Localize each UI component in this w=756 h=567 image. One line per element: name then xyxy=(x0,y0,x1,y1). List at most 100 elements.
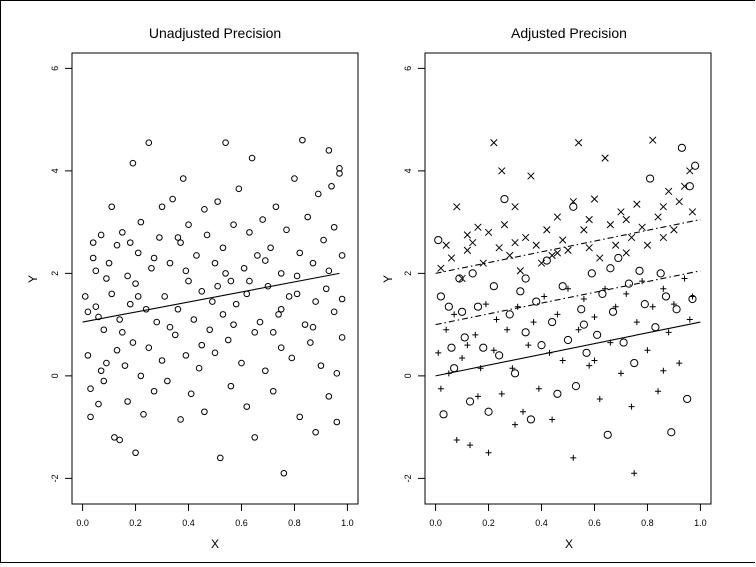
data-point-circle xyxy=(312,298,319,305)
data-point-circle xyxy=(630,358,639,368)
data-point-circle xyxy=(81,293,89,300)
data-point-circle xyxy=(89,254,97,262)
data-point-cross xyxy=(649,136,657,144)
data-point-cross xyxy=(664,187,673,196)
data-point-circle xyxy=(206,326,214,334)
data-point-circle xyxy=(571,382,581,391)
y-tick-label: 2 xyxy=(403,271,413,276)
x-tick-label: 1.0 xyxy=(341,518,354,528)
data-point-circle xyxy=(87,413,94,421)
data-point-circle xyxy=(214,282,221,290)
data-point-circle xyxy=(309,323,317,331)
data-point-cross xyxy=(580,226,588,234)
data-point-cross xyxy=(442,241,450,249)
data-point-cross xyxy=(686,167,694,175)
data-point-circle xyxy=(495,351,504,360)
data-point-plus xyxy=(509,365,516,372)
data-point-cross xyxy=(553,249,562,257)
data-point-circle xyxy=(230,321,237,328)
data-point-circle xyxy=(320,236,327,244)
data-point-plus xyxy=(541,293,548,300)
data-point-circle xyxy=(243,290,251,298)
data-point-circle xyxy=(489,282,498,291)
data-point-circle xyxy=(116,436,123,444)
data-point-circle xyxy=(161,293,168,300)
data-point-plus xyxy=(591,313,598,320)
data-point-circle xyxy=(182,352,190,359)
data-point-cross xyxy=(654,213,662,221)
data-point-circle xyxy=(656,269,665,278)
data-point-circle xyxy=(108,290,116,298)
data-point-plus xyxy=(467,442,474,449)
data-point-cross xyxy=(490,139,498,147)
data-point-circle xyxy=(240,264,248,272)
data-point-circle xyxy=(468,269,477,278)
data-point-plus xyxy=(665,329,672,336)
data-point-circle xyxy=(97,367,105,375)
data-point-circle xyxy=(333,370,341,377)
data-point-circle xyxy=(314,190,322,198)
data-point-cross xyxy=(521,233,530,242)
data-point-cross xyxy=(532,241,540,249)
data-point-plus xyxy=(633,319,640,326)
data-point-plus xyxy=(612,303,619,310)
data-point-cross xyxy=(622,249,630,257)
data-point-plus xyxy=(586,362,593,369)
data-point-cross xyxy=(612,241,620,249)
data-point-circle xyxy=(336,165,343,172)
data-point-circle xyxy=(455,274,464,283)
data-point-circle xyxy=(434,235,443,245)
data-point-circle xyxy=(296,249,304,257)
data-point-circle xyxy=(92,267,100,275)
data-point-plus xyxy=(490,347,497,354)
data-point-circle xyxy=(211,349,219,357)
data-point-plus xyxy=(660,367,667,374)
data-point-cross xyxy=(585,244,593,252)
data-point-cross xyxy=(688,208,697,216)
data-point-plus xyxy=(435,349,442,356)
data-point-circle xyxy=(582,348,591,357)
fit-lines xyxy=(435,219,701,377)
plot-area xyxy=(71,52,359,505)
data-point-circle xyxy=(174,305,182,313)
data-point-cross xyxy=(617,208,625,216)
data-point-cross xyxy=(559,236,567,244)
data-point-circle xyxy=(301,321,309,328)
data-point-circle xyxy=(672,305,681,314)
data-point-circle xyxy=(150,387,158,395)
chart-title: Adjusted Precision xyxy=(511,25,627,41)
data-point-circle xyxy=(129,339,137,346)
data-point-circle xyxy=(299,136,306,144)
data-point-cross xyxy=(437,264,445,272)
data-point-circle xyxy=(280,469,288,477)
data-point-circle xyxy=(285,293,293,300)
data-point-cross xyxy=(564,246,572,254)
data-point-cross xyxy=(548,251,556,260)
data-point-plus xyxy=(623,290,630,297)
data-point-circle xyxy=(307,339,314,346)
data-point-circle xyxy=(521,328,530,337)
data-point-plus xyxy=(525,342,532,349)
data-point-cross xyxy=(633,200,641,208)
data-point-circle xyxy=(510,369,520,378)
data-point-plus xyxy=(549,416,556,423)
data-point-circle xyxy=(516,287,525,296)
scatter-points xyxy=(434,136,700,477)
data-point-circle xyxy=(338,334,346,341)
data-point-circle xyxy=(134,293,142,300)
data-point-plus xyxy=(628,403,635,410)
data-point-plus xyxy=(565,285,571,292)
data-point-cross xyxy=(585,215,593,224)
data-point-circle xyxy=(325,147,333,154)
data-point-circle xyxy=(537,341,546,350)
y-tick-label: 0 xyxy=(50,373,60,378)
data-point-circle xyxy=(121,362,129,369)
data-point-circle xyxy=(227,277,235,285)
data-point-circle xyxy=(436,292,445,301)
data-point-circle xyxy=(661,292,671,301)
data-point-circle xyxy=(87,385,94,392)
data-point-cross xyxy=(675,197,683,206)
data-point-circle xyxy=(222,270,229,277)
data-point-circle xyxy=(119,229,126,236)
